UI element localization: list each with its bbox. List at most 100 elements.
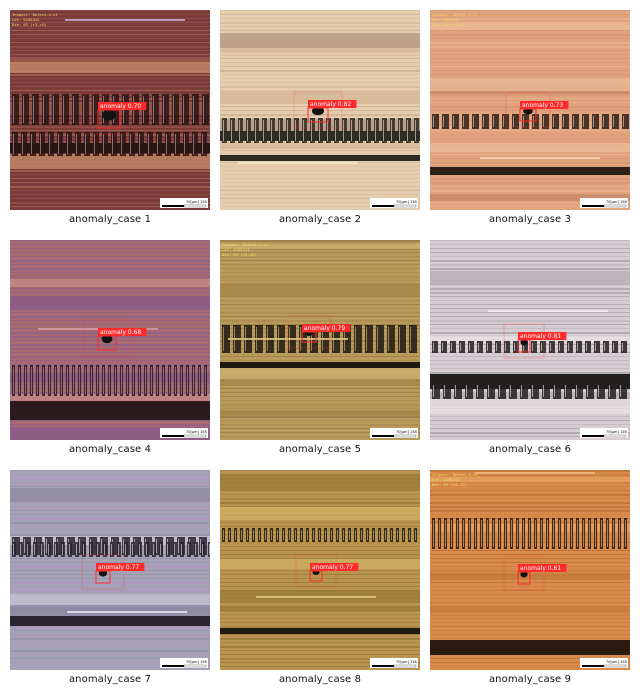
scale-bar-value: 158 xyxy=(410,660,417,664)
anomaly-panel[interactable]: anomaly 0.81 70[μm] 158 anomaly_case 6 xyxy=(430,240,630,470)
detection-label: anomaly 0.77 xyxy=(98,564,139,571)
detection-label-bg xyxy=(96,563,145,571)
detection-label-bg xyxy=(302,324,351,332)
scale-bar: 70[μm] 158 xyxy=(160,198,208,208)
overlay-line: Die: 12 (r1,c4) xyxy=(432,22,466,27)
anomaly-panel[interactable]: anomaly 0.82 70[μm] 158 anomaly_case 2 xyxy=(220,10,420,240)
panel-caption: anomaly_case 7 xyxy=(68,674,152,685)
context-box xyxy=(503,323,545,359)
detection: anomaly 0.77 xyxy=(81,554,145,590)
scale-bar-value: 158 xyxy=(200,430,207,434)
scale-bar-unit: 70[μm] xyxy=(186,200,199,204)
detection-label: anomaly 0.73 xyxy=(522,102,563,109)
scale-bar-value: 158 xyxy=(410,200,417,204)
scale-bar: 70[μm] 158 xyxy=(580,658,628,668)
context-box xyxy=(503,555,545,591)
anomaly-panel[interactable]: Inspect: Defect-n-st Lot: 0245412 Die: 03 … xyxy=(220,240,420,470)
micrograph-image: Inspect: Defect-n-st Lot: 0245412 Die: 03 … xyxy=(220,240,420,440)
scale-bar-unit: 70[μm] xyxy=(186,660,199,664)
scale-bar-value: 158 xyxy=(200,200,207,204)
overlay-line: Inspect: Defect-n-st xyxy=(432,472,478,477)
overlay-line: Lot: 0245412 xyxy=(222,247,249,252)
scale-bar: 70[μm] 158 xyxy=(370,198,418,208)
detection-label-bg xyxy=(310,563,359,571)
detection-label: anomaly 0.82 xyxy=(310,101,351,108)
panel-caption: anomaly_case 4 xyxy=(68,444,152,455)
scale-bar-unit: 70[μm] xyxy=(186,430,199,434)
scale-bar: 70[μm] 158 xyxy=(370,658,418,668)
micrograph-image: anomaly 0.77 70[μm] 158 xyxy=(220,470,420,670)
anomaly-panel[interactable]: anomaly 0.77 70[μm] 158 anomaly_case 8 xyxy=(220,470,420,700)
panel-caption: anomaly_case 3 xyxy=(488,214,572,225)
scale-bar-value: 158 xyxy=(620,200,627,204)
defect-blob xyxy=(102,109,116,121)
scale-bar: 70[μm] 158 xyxy=(370,428,418,438)
overlay-line: Inspect: Defect-n-st xyxy=(432,12,478,17)
scale-bar-value: 158 xyxy=(410,430,417,434)
context-box xyxy=(83,93,135,135)
micrograph-image: Inspect: Defect-n-st Lot: 0245412 Die: 09 … xyxy=(430,470,630,670)
context-box xyxy=(81,554,125,590)
anomaly-panel[interactable]: anomaly 0.68 70[μm] 158 anomaly_case 4 xyxy=(10,240,210,470)
micrograph-image: anomaly 0.77 70[μm] 158 xyxy=(10,470,210,670)
context-box xyxy=(83,319,131,357)
micrograph-image: Inspect: Defect-n-st Lot: 0245412 Die: 12 … xyxy=(430,10,630,210)
detection-label-bg xyxy=(308,100,357,108)
anomaly-panel[interactable]: anomaly 0.77 70[μm] 158 anomaly_case 7 xyxy=(10,470,210,700)
defect-blob xyxy=(101,334,113,344)
detection: anomaly 0.82 xyxy=(293,91,357,129)
micrograph-image: anomaly 0.68 70[μm] 158 xyxy=(10,240,210,440)
scale-bar-unit: 70[μm] xyxy=(606,430,619,434)
scale-bar-unit: 70[μm] xyxy=(606,200,619,204)
panel-caption: anomaly_case 8 xyxy=(278,674,362,685)
detection-label-bg xyxy=(98,102,147,110)
overlay-line: Lot: 0245412 xyxy=(12,17,39,22)
detection-label: anomaly 0.79 xyxy=(304,325,345,332)
overlay-line: Die: 09 (r4,c2) xyxy=(432,482,466,487)
detection: anomaly 0.68 xyxy=(83,319,147,357)
anomaly-panel[interactable]: Inspect: Defect-n-st Lot: 0245412 Die: 07 … xyxy=(10,10,210,240)
scale-bar-unit: 70[μm] xyxy=(396,430,409,434)
detection-label-bg xyxy=(518,564,567,572)
detection: anomaly 0.77 xyxy=(295,554,359,588)
overlay-line: Lot: 0245412 xyxy=(432,17,459,22)
detection: anomaly 0.61 xyxy=(503,555,567,591)
overlay-line: Inspect: Defect-n-st xyxy=(222,242,268,247)
detection-label: anomaly 0.68 xyxy=(100,329,141,336)
detection-label-bg xyxy=(520,101,569,109)
scale-bar: 70[μm] 158 xyxy=(160,658,208,668)
detection-label: anomaly 0.70 xyxy=(100,103,141,110)
chip-texture xyxy=(220,240,420,440)
micrograph-image: anomaly 0.81 70[μm] 158 xyxy=(430,240,630,440)
micrograph-image: Inspect: Defect-n-st Lot: 0245412 Die: 07 … xyxy=(10,10,210,210)
scale-bar: 70[μm] 158 xyxy=(580,198,628,208)
detection: anomaly 0.70 xyxy=(83,93,147,135)
detection-label: anomaly 0.81 xyxy=(520,333,561,340)
panel-caption: anomaly_case 9 xyxy=(488,674,572,685)
detection-label-bg xyxy=(98,328,147,336)
scale-bar-value: 158 xyxy=(200,660,207,664)
scale-bar-value: 158 xyxy=(620,430,627,434)
anomaly-panel[interactable]: Inspect: Defect-n-st Lot: 0245412 Die: 12 … xyxy=(430,10,630,240)
scale-bar-unit: 70[μm] xyxy=(606,660,619,664)
defect-blob xyxy=(312,106,324,116)
micrograph-image: anomaly 0.82 70[μm] 158 xyxy=(220,10,420,210)
panel-caption: anomaly_case 1 xyxy=(68,214,152,225)
context-box xyxy=(293,91,343,129)
anomaly-panel[interactable]: Inspect: Defect-n-st Lot: 0245412 Die: 09 … xyxy=(430,470,630,700)
context-box xyxy=(505,92,551,128)
detection-label: anomaly 0.77 xyxy=(312,564,353,571)
overlay-line: Lot: 0245412 xyxy=(432,477,459,482)
overlay-line: Die: 03 (r2,c6) xyxy=(222,252,256,257)
scale-bar: 70[μm] 158 xyxy=(160,428,208,438)
detection-label: anomaly 0.61 xyxy=(520,565,561,572)
panel-caption: anomaly_case 2 xyxy=(278,214,362,225)
detection: anomaly 0.81 xyxy=(503,323,567,359)
panel-caption: anomaly_case 6 xyxy=(488,444,572,455)
detection: anomaly 0.73 xyxy=(505,92,569,128)
